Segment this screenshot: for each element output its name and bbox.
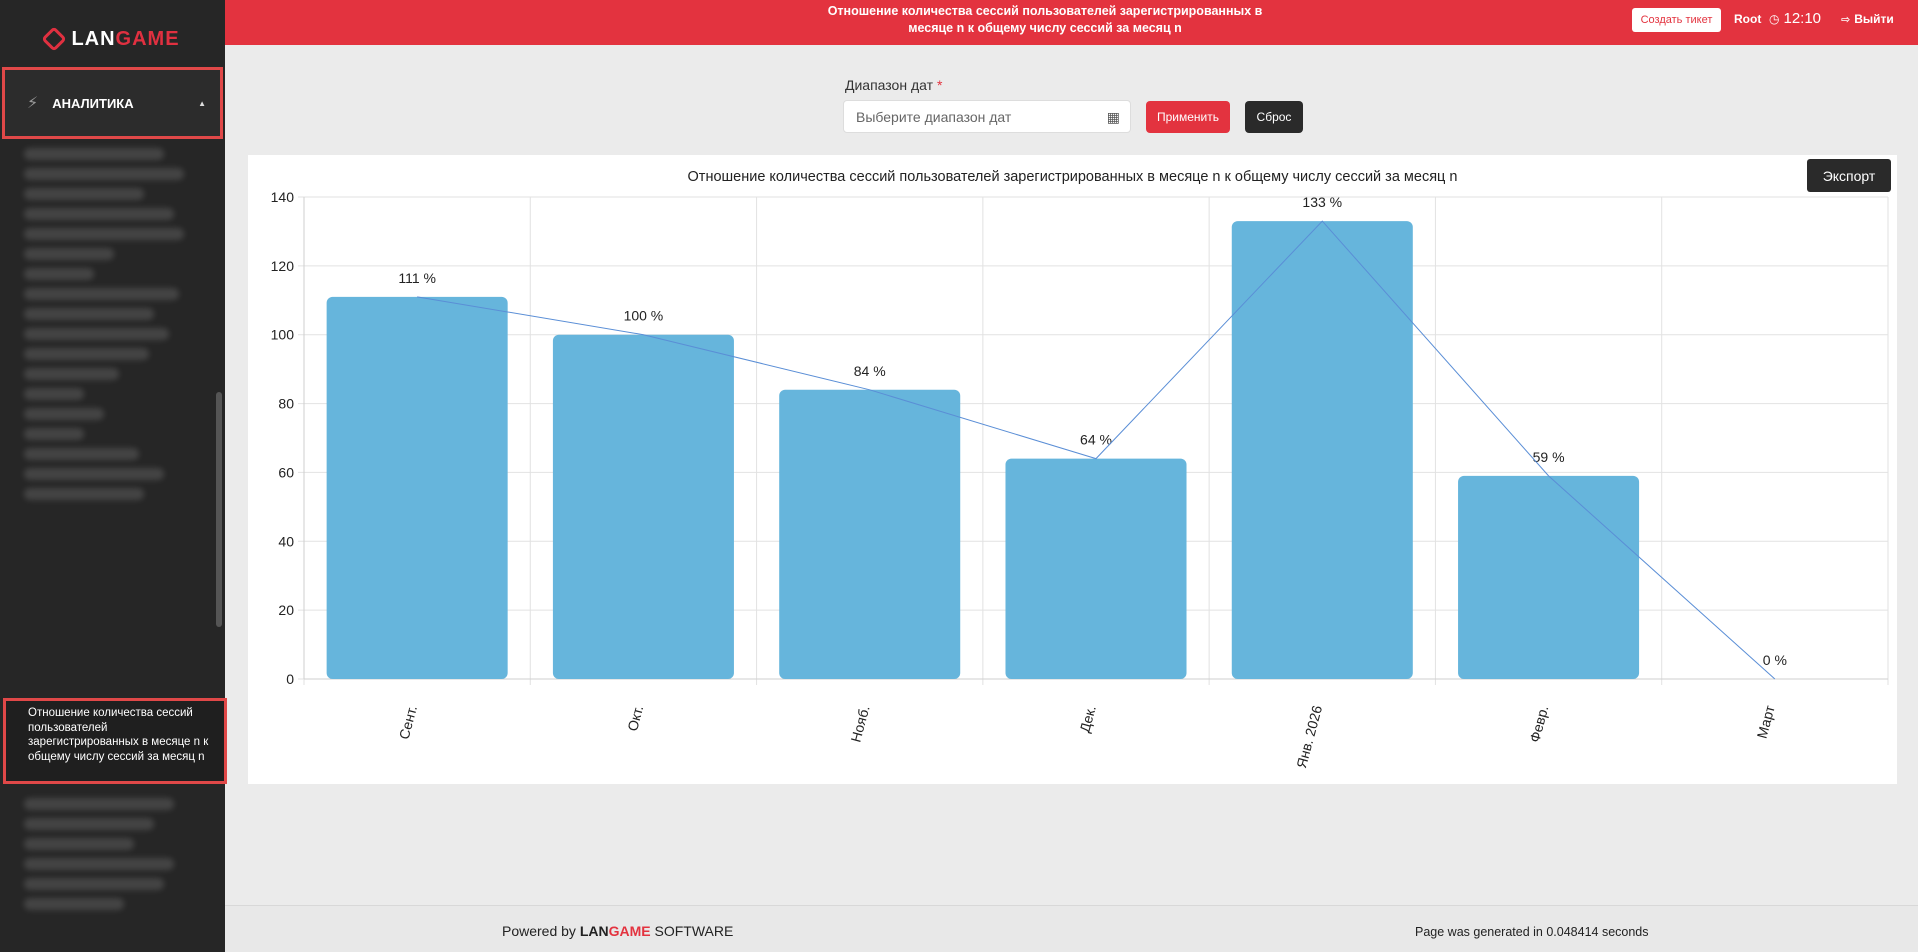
sidebar-section-analytics[interactable]: ⚡ АНАЛИТИКА ▲ [2, 67, 223, 139]
y-tick-label: 20 [278, 602, 294, 618]
bar [326, 296, 508, 679]
x-tick-label: Март [1754, 703, 1778, 740]
footer-brand-game: GAME [608, 923, 651, 939]
sidebar-item-label: Отношение количества сессий пользователе… [28, 707, 209, 763]
sidebar-scrollbar[interactable] [216, 392, 222, 627]
data-label: 111 % [398, 270, 436, 286]
y-tick-label: 80 [278, 396, 294, 412]
list-item[interactable] [24, 858, 174, 870]
list-item[interactable] [24, 268, 94, 280]
logo-game: GAME [115, 27, 180, 50]
bar [1231, 221, 1413, 679]
logout-button[interactable]: ⇨ Выйти [1841, 12, 1894, 26]
list-item[interactable] [24, 188, 144, 200]
sidebar-section-label: АНАЛИТИКА [52, 95, 134, 111]
topbar: Отношение количества сессий пользователе… [225, 0, 1918, 45]
date-range-label: Диапазон дат * [845, 77, 942, 93]
list-item[interactable] [24, 488, 144, 500]
list-item[interactable] [24, 878, 164, 890]
list-item[interactable] [24, 308, 154, 320]
bar [1458, 475, 1640, 679]
export-button[interactable]: Экспорт [1807, 159, 1891, 192]
page-title: Отношение количества сессий пользователе… [827, 4, 1263, 35]
bolt-icon: ⚡ [27, 95, 39, 112]
logo[interactable]: LAN GAME [0, 0, 225, 78]
x-tick-label: Окт. [624, 704, 646, 733]
data-label: 133 % [1302, 194, 1342, 210]
x-tick-label: Сент. [396, 704, 420, 741]
data-label: 64 % [1080, 432, 1112, 448]
user-name[interactable]: Root [1734, 12, 1762, 26]
logo-lan: LAN [71, 27, 116, 50]
calendar-icon[interactable]: ▦ [1106, 109, 1120, 125]
data-label: 84 % [854, 363, 886, 379]
data-label: 59 % [1533, 449, 1565, 465]
list-item[interactable] [24, 348, 149, 360]
sidebar-blurred-items [0, 140, 215, 508]
list-item[interactable] [24, 388, 84, 400]
y-tick-label: 0 [286, 671, 294, 687]
apply-button[interactable]: Применить [1146, 101, 1230, 133]
sidebar-blurred-items-lower [0, 790, 215, 918]
create-ticket-button[interactable]: Создать тикет [1632, 8, 1721, 32]
footer: Powered by LANGAME SOFTWARE Page was gen… [225, 905, 1918, 952]
list-item[interactable] [24, 838, 134, 850]
x-tick-label: Нояб. [847, 704, 872, 744]
y-tick-label: 60 [278, 464, 294, 480]
footer-brand-lan: LAN [579, 923, 609, 939]
list-item[interactable] [24, 208, 174, 220]
clock-icon: ◷ [1769, 11, 1780, 26]
generation-time: Page was generated in 0.048414 seconds [1415, 925, 1649, 939]
list-item[interactable] [24, 228, 184, 240]
bar-chart: 0 20 40 60 80 100 120 140 111 % Сент. 100 % Окт. 84 … [271, 189, 1889, 770]
list-item[interactable] [24, 448, 139, 460]
data-label: 100 % [624, 308, 664, 324]
list-item[interactable] [24, 148, 164, 160]
list-item[interactable] [24, 428, 84, 440]
sidebar: LAN GAME ⚡ АНАЛИТИКА ▲ Отношение количест… [0, 0, 227, 952]
date-range-placeholder: Выберите диапазон дат [856, 108, 1012, 125]
list-item[interactable] [24, 898, 124, 910]
chart-card: Отношение количества сессий пользователе… [248, 155, 1897, 784]
reset-button[interactable]: Сброс [1245, 101, 1303, 133]
chart-title: Отношение количества сессий пользователе… [687, 169, 1458, 185]
bar [1005, 458, 1187, 679]
required-mark: * [937, 77, 943, 93]
list-item[interactable] [24, 408, 104, 420]
x-tick-label: Янв. 2026 [1293, 703, 1325, 769]
series-line [417, 220, 1776, 680]
powered-by: Powered by LANGAME SOFTWARE [502, 923, 733, 939]
logo-icon [41, 26, 68, 52]
clock: ◷ 12:10 [1769, 10, 1821, 27]
list-item[interactable] [24, 288, 179, 300]
bar [779, 389, 961, 679]
data-label: 0 % [1763, 652, 1787, 668]
list-item[interactable] [24, 818, 154, 830]
logout-label: Выйти [1854, 12, 1894, 26]
bar [552, 334, 734, 679]
list-item[interactable] [24, 468, 164, 480]
powered-prefix: Powered by [502, 923, 576, 939]
list-item[interactable] [24, 248, 114, 260]
list-item[interactable] [24, 168, 184, 180]
clock-time: 12:10 [1783, 10, 1822, 27]
powered-suffix: SOFTWARE [654, 923, 734, 939]
y-tick-label: 100 [271, 327, 295, 343]
list-item[interactable] [24, 368, 119, 380]
y-tick-label: 40 [278, 533, 294, 549]
date-range-label-text: Диапазон дат [845, 77, 934, 93]
list-item[interactable] [24, 328, 169, 340]
x-tick-label: Февр. [1526, 704, 1551, 744]
caret-up-icon: ▲ [198, 99, 206, 108]
logout-icon: ⇨ [1841, 13, 1851, 26]
x-tick-label: Дек. [1076, 704, 1099, 735]
sidebar-item-active-report[interactable]: Отношение количества сессий пользователе… [3, 698, 227, 784]
y-tick-label: 120 [271, 258, 295, 274]
y-tick-label: 140 [271, 189, 295, 205]
date-range-input[interactable]: Выберите диапазон дат ▦ [843, 100, 1131, 133]
list-item[interactable] [24, 798, 174, 810]
